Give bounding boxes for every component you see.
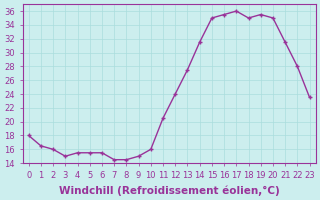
- X-axis label: Windchill (Refroidissement éolien,°C): Windchill (Refroidissement éolien,°C): [59, 185, 279, 196]
